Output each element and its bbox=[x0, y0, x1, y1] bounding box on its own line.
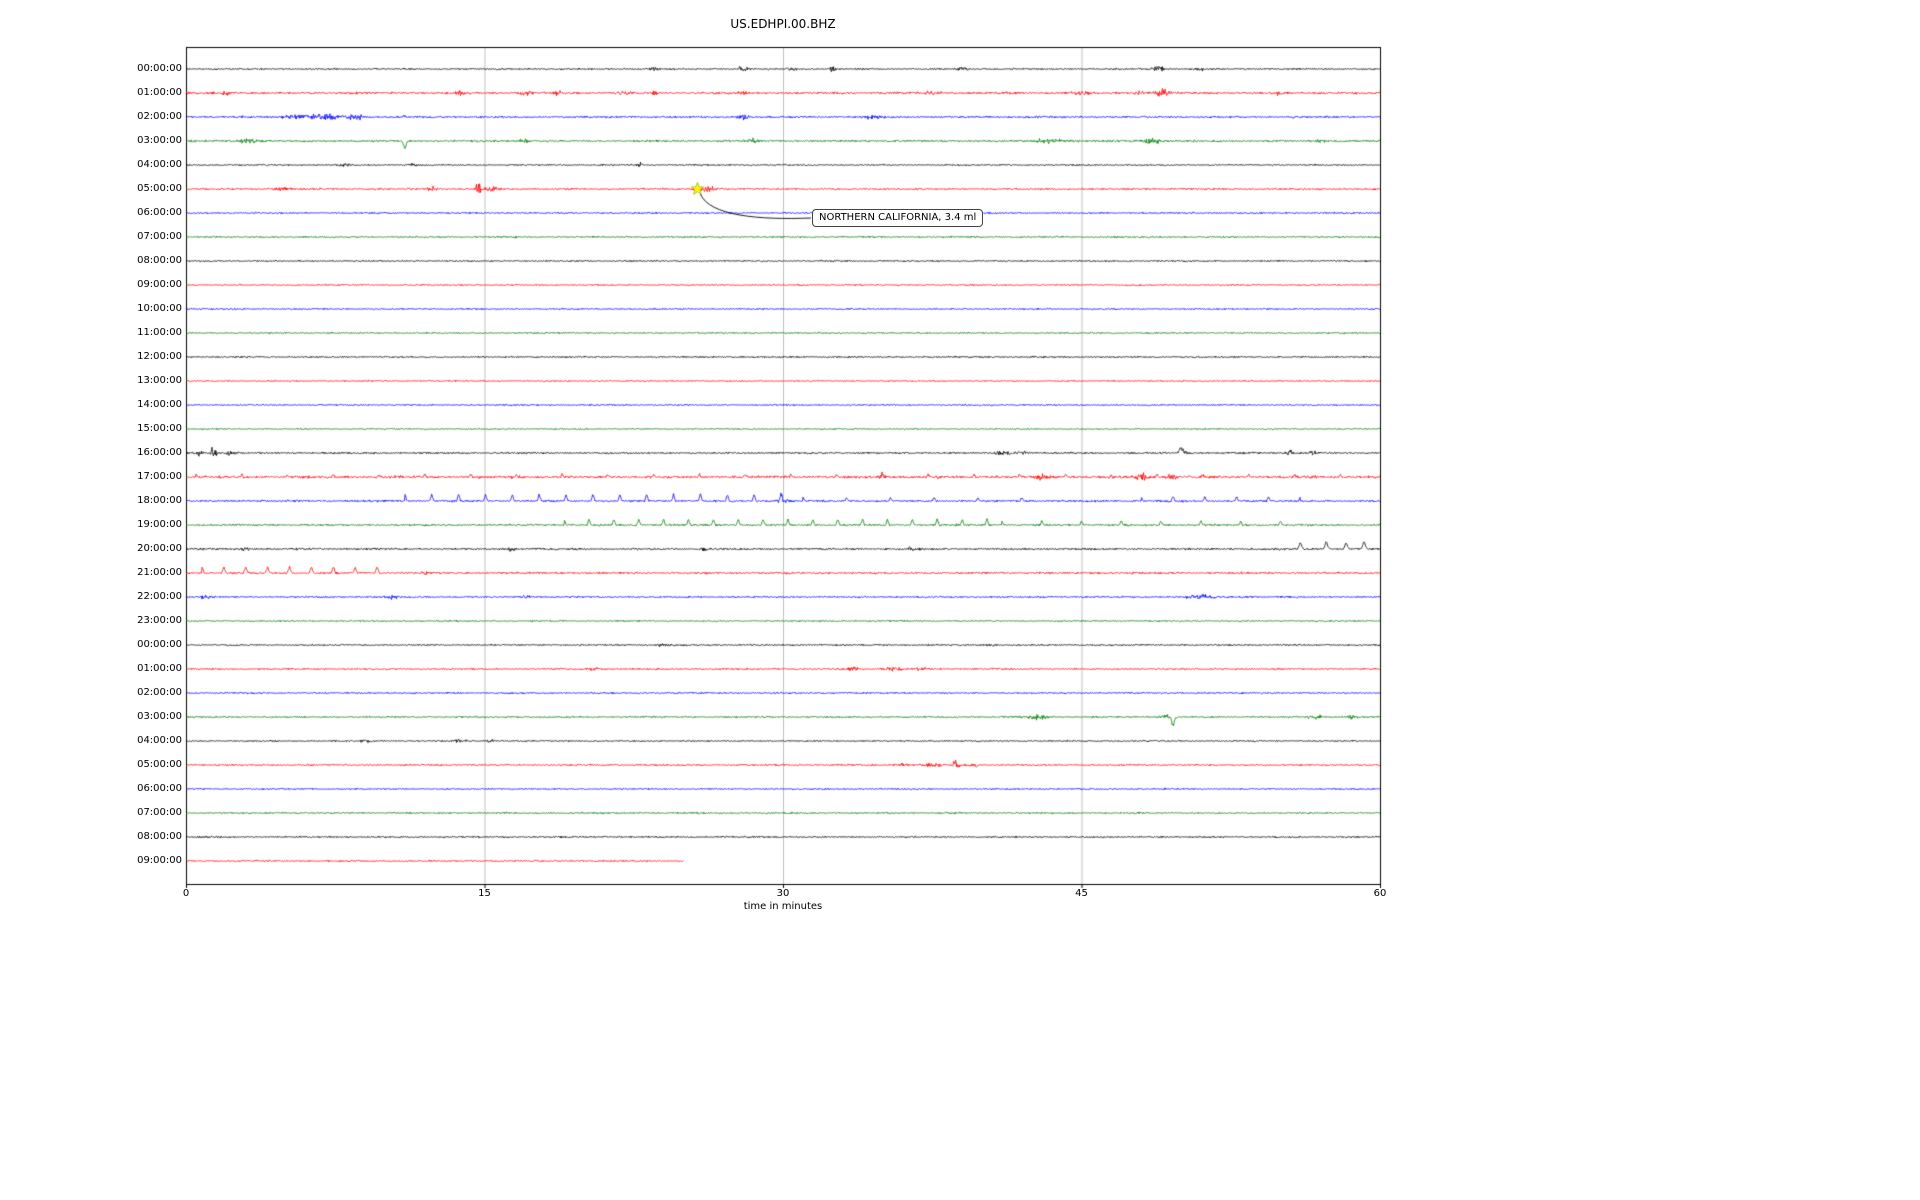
row-label: 01:00:00 bbox=[137, 87, 182, 98]
row-label: 10:00:00 bbox=[137, 303, 182, 314]
plot-title: US.EDHPI.00.BHZ bbox=[730, 17, 836, 31]
x-tick-label: 0 bbox=[182, 888, 190, 899]
x-tick-label: 45 bbox=[1075, 888, 1088, 899]
row-label: 12:00:00 bbox=[137, 351, 182, 362]
x-axis-title: time in minutes bbox=[743, 901, 823, 912]
row-label: 03:00:00 bbox=[137, 135, 182, 146]
row-label: 04:00:00 bbox=[137, 735, 182, 746]
row-label: 07:00:00 bbox=[137, 807, 182, 818]
x-tick-label: 60 bbox=[1373, 888, 1387, 899]
row-label: 17:00:00 bbox=[137, 471, 182, 482]
row-labels: 00:00:00 01:00:00 02:00:00 03:00:00 04:00:00… bbox=[0, 0, 182, 1200]
row-label: 05:00:00 bbox=[137, 183, 182, 194]
row-label: 03:00:00 bbox=[137, 711, 182, 722]
row-label: 09:00:00 bbox=[137, 279, 182, 290]
row-label: 23:00:00 bbox=[137, 615, 182, 626]
row-label: 00:00:00 bbox=[137, 63, 182, 74]
row-label: 05:00:00 bbox=[137, 759, 182, 770]
x-tick-label: 15 bbox=[478, 888, 491, 899]
row-label: 20:00:00 bbox=[137, 543, 182, 554]
row-label: 14:00:00 bbox=[137, 399, 182, 410]
row-label: 21:00:00 bbox=[137, 567, 182, 578]
row-label: 08:00:00 bbox=[137, 255, 182, 266]
row-label: 08:00:00 bbox=[137, 831, 182, 842]
row-label: 02:00:00 bbox=[137, 687, 182, 698]
row-label: 15:00:00 bbox=[137, 423, 182, 434]
row-label: 16:00:00 bbox=[137, 447, 182, 458]
row-label: 02:00:00 bbox=[137, 111, 182, 122]
row-label: 01:00:00 bbox=[137, 663, 182, 674]
row-label: 06:00:00 bbox=[137, 783, 182, 794]
row-label: 19:00:00 bbox=[137, 519, 182, 530]
row-label: 13:00:00 bbox=[137, 375, 182, 386]
row-label: 18:00:00 bbox=[137, 495, 182, 506]
row-label: 09:00:00 bbox=[137, 855, 182, 866]
row-label: 00:00:00 bbox=[137, 639, 182, 650]
row-label: 11:00:00 bbox=[137, 327, 182, 338]
event-annotation: NORTHERN CALIFORNIA, 3.4 ml bbox=[812, 209, 984, 227]
row-label: 07:00:00 bbox=[137, 231, 182, 242]
x-tick-label: 30 bbox=[776, 888, 790, 899]
row-label: 06:00:00 bbox=[137, 207, 182, 218]
row-label: 04:00:00 bbox=[137, 159, 182, 170]
row-label: 22:00:00 bbox=[137, 591, 182, 602]
